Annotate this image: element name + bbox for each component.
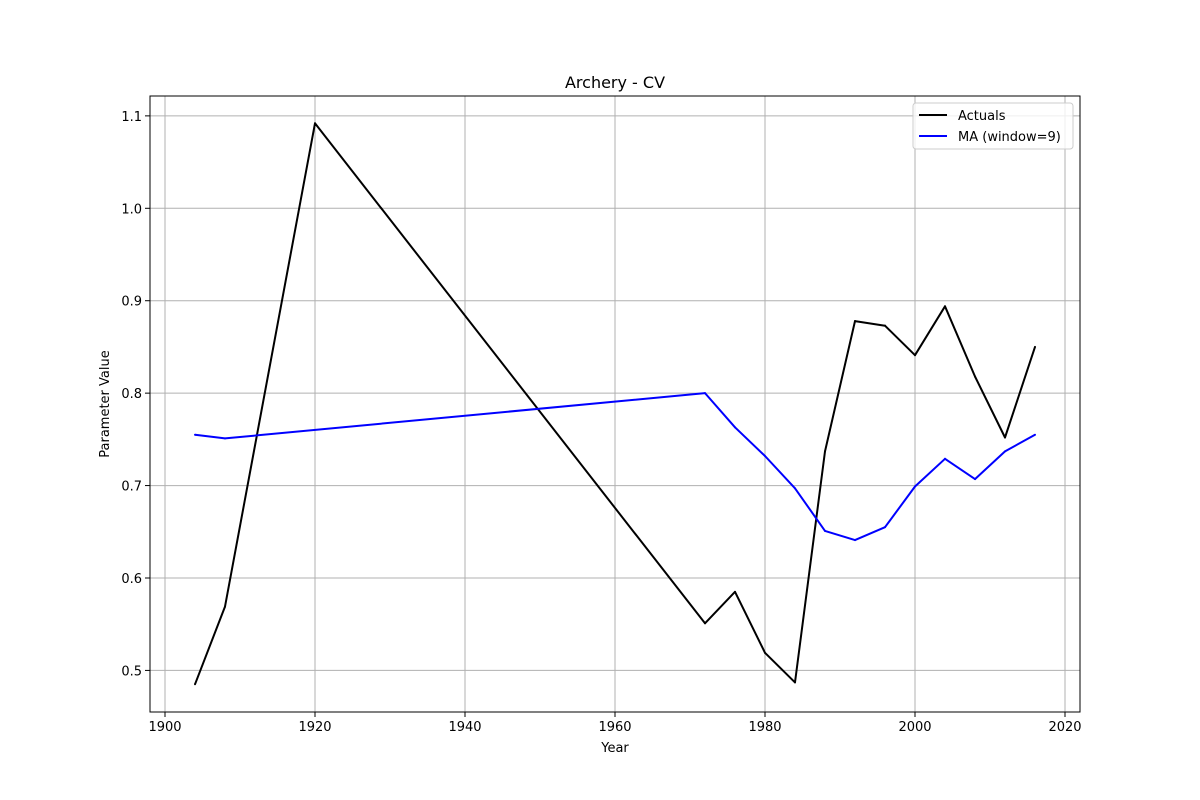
data-point <box>734 590 736 593</box>
x-tick-label: 2020 <box>1048 720 1081 735</box>
series-lines <box>194 122 1036 686</box>
data-point <box>1034 433 1036 436</box>
data-point <box>974 375 976 378</box>
data-point <box>734 426 736 429</box>
legend-label-actuals: Actuals <box>958 109 1006 124</box>
data-point <box>884 324 886 327</box>
legend: Actuals MA (window=9) <box>912 102 1074 150</box>
data-point <box>944 457 946 460</box>
y-tick-label: 0.8 <box>121 387 142 402</box>
y-tick-label: 1.1 <box>121 110 142 125</box>
data-point <box>1034 345 1036 348</box>
data-point <box>1004 450 1006 453</box>
x-tick-label: 1900 <box>148 720 181 735</box>
data-point <box>974 478 976 481</box>
data-point <box>824 450 826 453</box>
data-point <box>824 529 826 532</box>
data-point <box>764 651 766 654</box>
x-tick-label: 1920 <box>298 720 331 735</box>
x-tick-label: 1940 <box>448 720 481 735</box>
x-tick-label: 1980 <box>748 720 781 735</box>
data-point <box>914 354 916 357</box>
y-tick-label: 1.0 <box>121 202 142 217</box>
data-point <box>314 122 316 125</box>
data-point <box>854 320 856 323</box>
ticks: 1900 1920 1940 1960 1980 2000 2020 0.5 0.6 0.7 0.8… <box>121 110 1081 735</box>
y-tick-label: 0.5 <box>121 664 142 679</box>
data-point <box>194 433 196 436</box>
data-point <box>854 539 856 542</box>
data-point <box>884 526 886 529</box>
data-point <box>794 487 796 490</box>
data-point <box>194 683 196 686</box>
legend-box <box>912 102 1074 150</box>
data-point <box>224 605 226 608</box>
data-point <box>704 392 706 395</box>
data-point <box>764 454 766 457</box>
data-point <box>794 681 796 684</box>
y-tick-label: 0.6 <box>121 572 142 587</box>
x-tick-label: 1960 <box>598 720 631 735</box>
chart-title: Archery - CV <box>565 73 665 92</box>
y-tick-label: 0.7 <box>121 480 142 495</box>
y-axis-title: Parameter Value <box>98 350 113 457</box>
x-axis-title: Year <box>600 741 629 756</box>
data-point <box>914 485 916 488</box>
series-line-ma <box>194 392 1036 542</box>
data-point <box>1004 436 1006 439</box>
y-tick-label: 0.9 <box>121 295 142 310</box>
legend-label-ma: MA (window=9) <box>958 130 1061 145</box>
data-point <box>704 622 706 625</box>
data-point <box>944 305 946 308</box>
x-tick-label: 2000 <box>898 720 931 735</box>
data-point <box>224 437 226 440</box>
grid <box>150 96 1080 712</box>
